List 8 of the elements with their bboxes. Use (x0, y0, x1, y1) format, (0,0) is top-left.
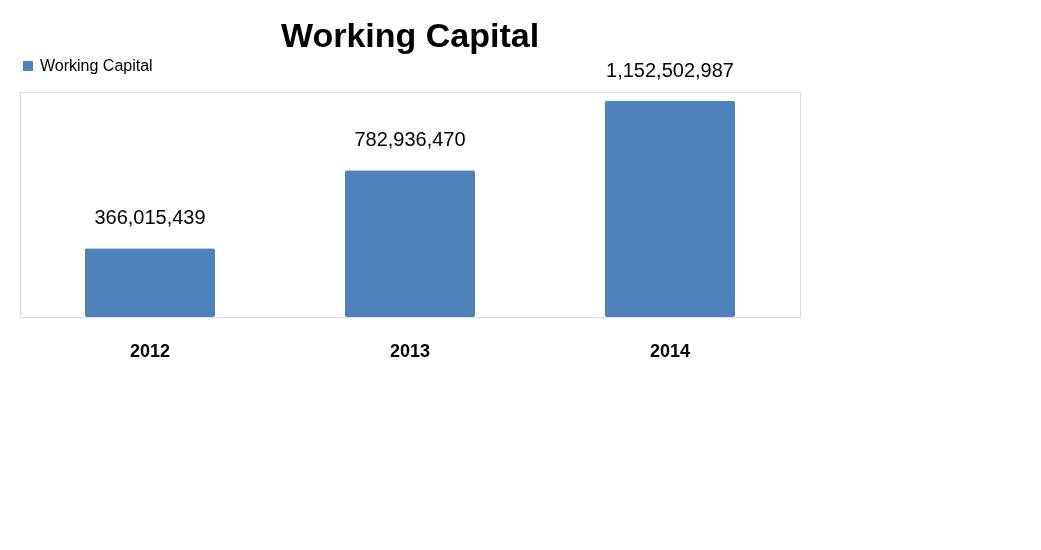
x-tick-label: 2013 (389, 340, 431, 361)
data-label: 782,936,470 (354, 128, 466, 151)
chart-title: Working Capital (280, 16, 540, 54)
legend-label: Working Capital (40, 57, 153, 74)
x-tick-label: 2014 (649, 340, 691, 361)
data-label: 1,152,502,987 (606, 58, 734, 81)
data-label: 366,015,439 (94, 206, 206, 229)
x-tick-label: 2012 (129, 340, 171, 361)
